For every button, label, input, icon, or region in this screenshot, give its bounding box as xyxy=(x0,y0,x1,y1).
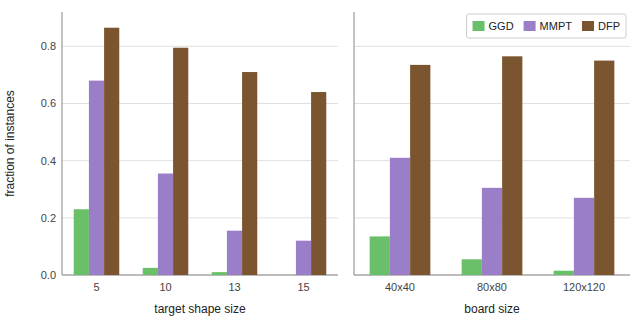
bar xyxy=(482,188,502,275)
bar xyxy=(594,61,614,275)
legend-label: DFP xyxy=(598,20,620,32)
x-tick-label: 15 xyxy=(297,281,309,293)
bar xyxy=(212,272,227,275)
x-tick-label: 80x80 xyxy=(477,281,507,293)
bar xyxy=(281,275,296,276)
y-axis-line xyxy=(62,12,63,275)
bar xyxy=(227,231,242,275)
bar xyxy=(311,92,326,275)
bar xyxy=(104,28,119,275)
bar xyxy=(502,56,522,275)
bar xyxy=(462,259,482,275)
chart-canvas: 0.0 0.2 0.4 0.6 0.8 5 10 13 15 target shape size f… xyxy=(0,0,640,329)
bar xyxy=(410,65,430,275)
x-tick-label: 5 xyxy=(93,281,99,293)
grid-line xyxy=(62,46,338,47)
y-tick-label: 0.6 xyxy=(41,97,56,109)
bar xyxy=(242,72,257,275)
x-tick-label: 10 xyxy=(159,281,171,293)
bar xyxy=(143,268,158,275)
legend-label: GGD xyxy=(489,20,514,32)
legend-swatch xyxy=(524,21,536,31)
x-tick-label: 120x120 xyxy=(563,281,605,293)
bar xyxy=(89,81,104,275)
y-tick-label: 0.8 xyxy=(41,40,56,52)
grid-line xyxy=(354,103,630,104)
bar xyxy=(390,158,410,275)
y-tick-label: 0.0 xyxy=(41,269,56,281)
x-tick-label: 40x40 xyxy=(385,281,415,293)
bars xyxy=(370,56,615,275)
bar xyxy=(296,241,311,275)
legend-frame xyxy=(467,14,626,38)
grid-line xyxy=(354,46,630,47)
y-axis-label: fraction of instances xyxy=(3,90,17,197)
y-tick-label: 0.4 xyxy=(41,155,56,167)
legend-swatch xyxy=(473,21,485,31)
legend: GGD MMPT DFP xyxy=(467,14,626,38)
bar xyxy=(74,209,89,275)
bar xyxy=(173,48,188,275)
y-tick-label: 0.2 xyxy=(41,212,56,224)
x-axis-label: board size xyxy=(464,302,520,316)
x-axis-label: target shape size xyxy=(154,302,246,316)
legend-label: MMPT xyxy=(540,20,573,32)
panel: 40x40 80x80 120x120 board size GGD MMPT DFP xyxy=(354,12,630,316)
bar xyxy=(554,271,574,275)
panel: 0.0 0.2 0.4 0.6 0.8 5 10 13 15 target shape size f… xyxy=(3,12,338,316)
bar xyxy=(574,198,594,275)
legend-swatch xyxy=(582,21,594,31)
bars xyxy=(74,28,327,275)
y-axis-line xyxy=(354,12,355,275)
x-tick-label: 13 xyxy=(228,281,240,293)
bar xyxy=(370,236,390,275)
bar xyxy=(158,174,173,275)
